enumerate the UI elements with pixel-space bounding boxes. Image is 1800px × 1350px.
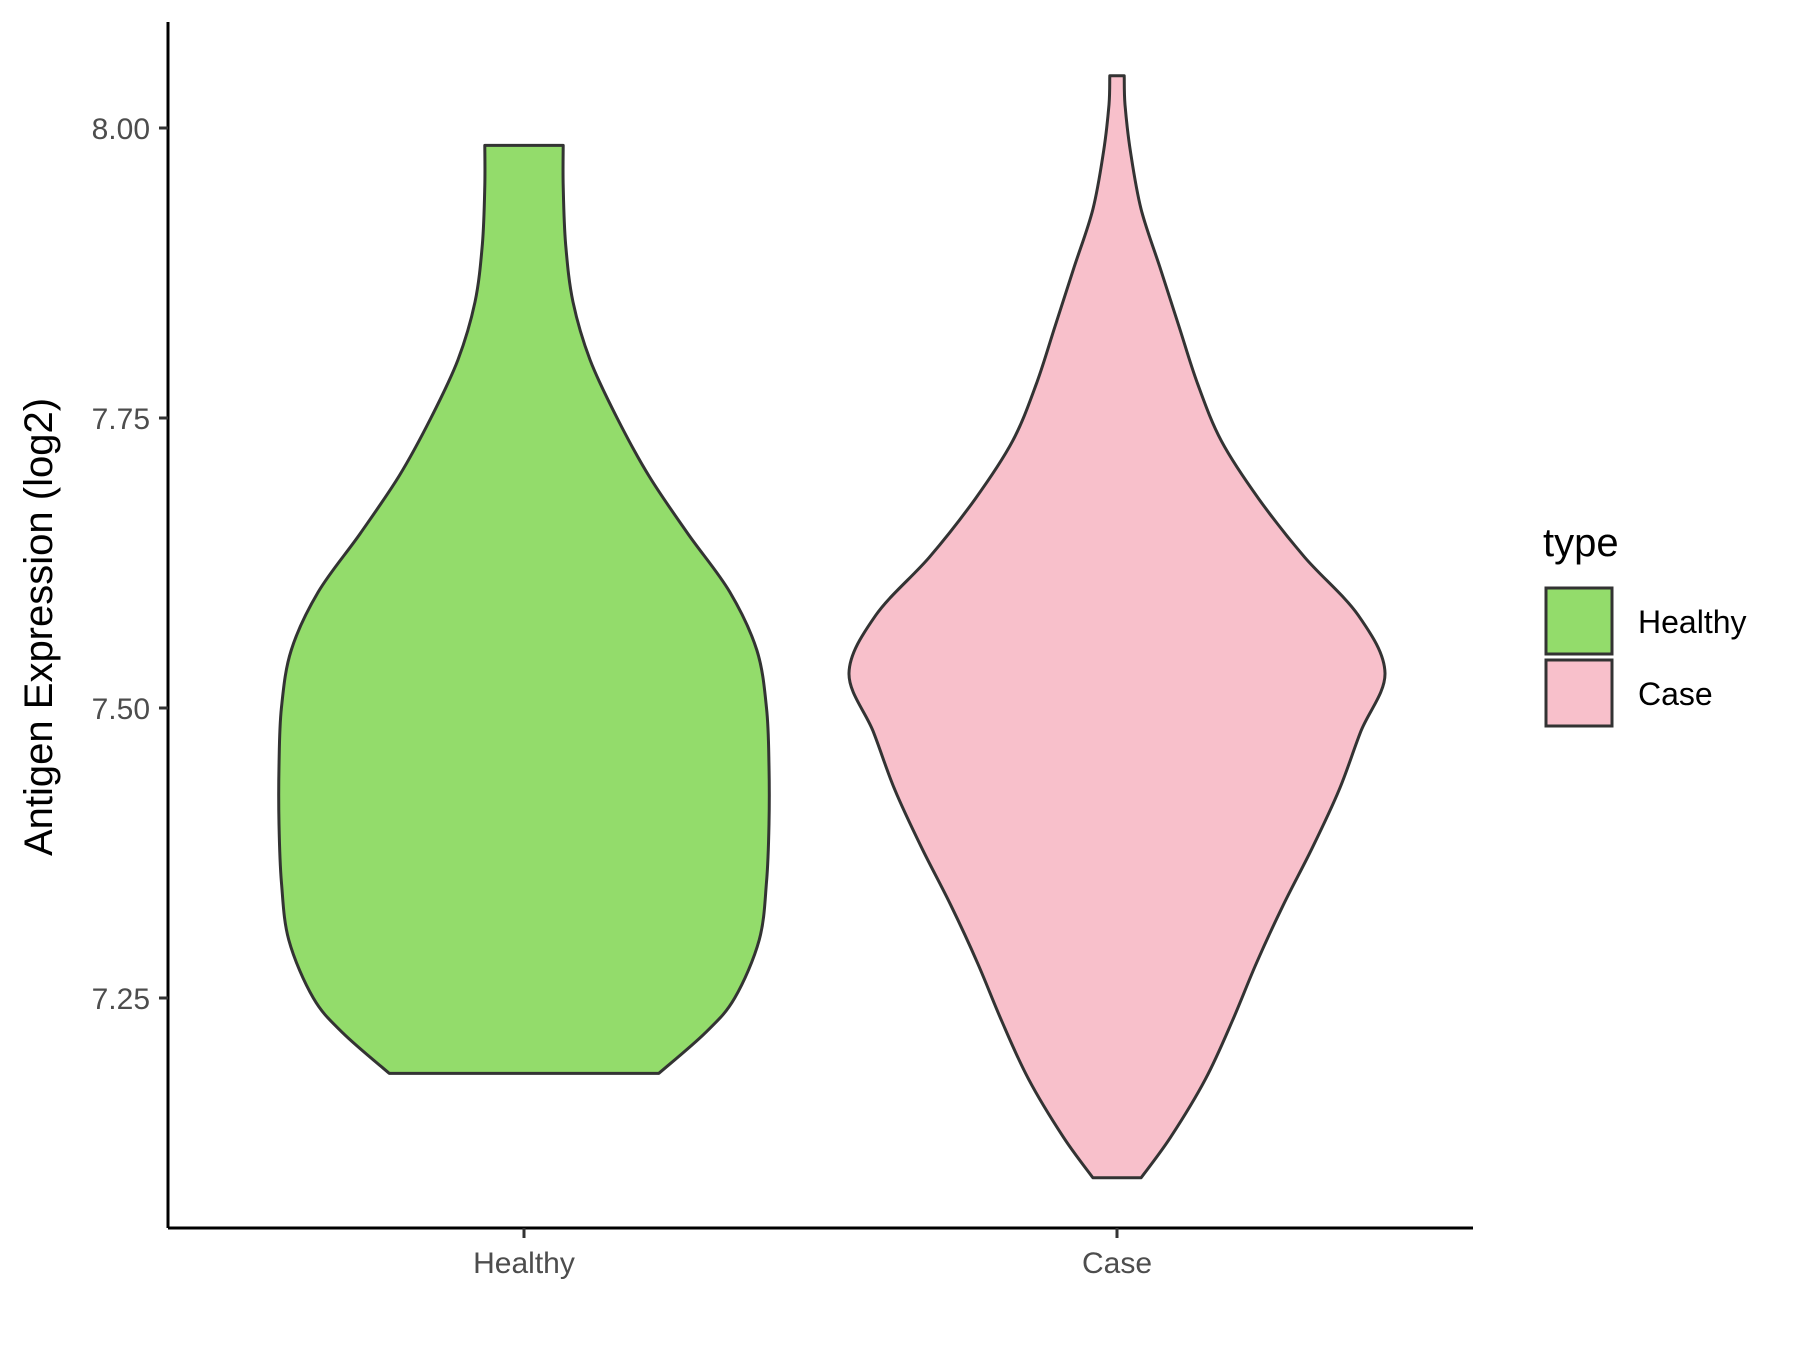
violin-case xyxy=(847,74,1387,1180)
y-tick-label: 7.75 xyxy=(92,403,150,436)
legend-key-healthy xyxy=(1544,586,1614,656)
y-tick-label: 8.00 xyxy=(92,113,150,146)
y-tick-label: 7.25 xyxy=(92,983,150,1016)
y-axis-ticks: 7.25 7.50 7.75 8.00 xyxy=(92,113,168,1016)
x-tick-label: Case xyxy=(1082,1247,1152,1280)
violin-healthy xyxy=(277,143,771,1075)
legend: type Healthy Case xyxy=(1543,521,1747,728)
legend-title: type xyxy=(1543,521,1619,565)
x-tick-label: Healthy xyxy=(473,1247,575,1280)
legend-key-case xyxy=(1544,658,1614,728)
x-axis-ticks: Healthy Case xyxy=(473,1228,1152,1280)
violins-layer xyxy=(277,74,1387,1180)
legend-label-healthy: Healthy xyxy=(1638,604,1747,640)
y-tick-label: 7.50 xyxy=(92,693,150,726)
y-axis-title: Antigen Expression (log2) xyxy=(17,398,61,856)
legend-label-case: Case xyxy=(1638,676,1713,712)
